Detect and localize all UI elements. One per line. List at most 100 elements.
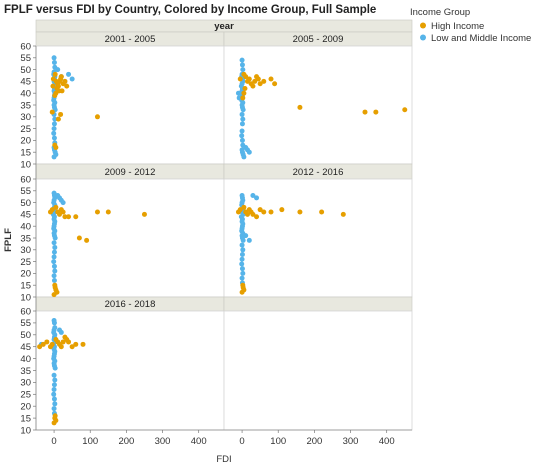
y-tick-label: 35 bbox=[20, 100, 31, 111]
data-point bbox=[240, 247, 246, 253]
data-point bbox=[51, 154, 57, 160]
data-point bbox=[58, 111, 64, 117]
data-point bbox=[246, 149, 252, 155]
data-point bbox=[50, 83, 56, 89]
y-tick-label: 10 bbox=[20, 159, 31, 170]
data-point bbox=[245, 211, 250, 217]
data-point bbox=[239, 121, 245, 127]
x-tick-label: 300 bbox=[155, 436, 171, 447]
facet-panel-background bbox=[35, 45, 225, 165]
y-tick-label: 45 bbox=[20, 210, 31, 221]
data-point bbox=[51, 249, 57, 255]
data-point bbox=[52, 93, 58, 99]
data-point bbox=[246, 76, 252, 82]
data-point bbox=[49, 109, 55, 115]
y-axis-label: FPLF bbox=[3, 228, 14, 252]
data-point bbox=[57, 211, 62, 217]
data-point bbox=[235, 90, 241, 96]
y-tick-label: 15 bbox=[20, 148, 31, 159]
data-point bbox=[51, 292, 57, 298]
data-point bbox=[58, 344, 64, 350]
data-point bbox=[319, 209, 325, 215]
data-point bbox=[80, 341, 86, 347]
y-tick-label: 40 bbox=[20, 89, 31, 100]
y-tick-label: 20 bbox=[20, 136, 31, 147]
y-tick-label: 50 bbox=[20, 330, 31, 341]
data-point bbox=[261, 209, 267, 215]
y-tick-label: 40 bbox=[20, 354, 31, 365]
y-tick-label: 40 bbox=[20, 222, 31, 233]
data-point bbox=[239, 275, 245, 281]
legend-marker-high-income bbox=[420, 22, 426, 29]
data-point bbox=[69, 344, 75, 350]
data-point bbox=[257, 81, 263, 87]
data-point bbox=[94, 114, 100, 120]
data-point bbox=[239, 289, 245, 295]
data-point bbox=[53, 78, 59, 84]
data-point bbox=[243, 233, 249, 239]
data-point bbox=[241, 154, 247, 160]
y-tick-label: 45 bbox=[20, 342, 31, 353]
data-point bbox=[51, 273, 57, 279]
x-tick-label: 400 bbox=[379, 436, 395, 447]
data-point bbox=[62, 78, 68, 84]
data-point bbox=[51, 420, 57, 426]
data-point bbox=[52, 401, 58, 407]
y-tick-label: 10 bbox=[20, 292, 31, 303]
data-point bbox=[255, 76, 261, 82]
data-point bbox=[51, 259, 57, 265]
data-point bbox=[250, 211, 256, 217]
facet-header-label: year bbox=[214, 21, 234, 32]
y-tick-label: 25 bbox=[20, 257, 31, 268]
data-point bbox=[64, 83, 70, 89]
y-tick-label: 30 bbox=[20, 245, 31, 256]
y-tick-label: 30 bbox=[20, 378, 31, 389]
y-tick-label: 10 bbox=[20, 425, 31, 436]
data-point bbox=[261, 78, 267, 84]
data-point bbox=[240, 67, 246, 73]
x-tick-label: 200 bbox=[306, 436, 322, 447]
y-tick-label: 20 bbox=[20, 402, 31, 413]
data-point bbox=[55, 116, 61, 122]
data-point bbox=[239, 62, 245, 68]
facet-strip-label: 2016 - 2018 bbox=[105, 299, 156, 310]
data-point bbox=[53, 144, 59, 150]
data-point bbox=[254, 214, 260, 220]
data-point bbox=[52, 377, 58, 383]
data-point bbox=[240, 107, 246, 113]
facet-panel-background bbox=[35, 178, 225, 298]
data-point bbox=[243, 74, 249, 80]
data-point bbox=[241, 204, 247, 210]
data-point bbox=[239, 57, 245, 63]
data-point bbox=[62, 214, 68, 220]
legend[interactable]: Income Group High Income Low and Middle … bbox=[410, 7, 531, 44]
data-point bbox=[254, 195, 260, 201]
data-point bbox=[69, 76, 75, 82]
y-tick-label: 60 bbox=[20, 174, 31, 185]
data-point bbox=[73, 341, 79, 347]
data-point bbox=[52, 116, 58, 122]
data-point bbox=[37, 344, 43, 350]
data-point bbox=[60, 339, 66, 345]
data-point bbox=[84, 237, 90, 243]
data-point bbox=[237, 76, 243, 82]
data-point bbox=[66, 339, 72, 345]
data-point bbox=[55, 67, 61, 73]
data-point bbox=[73, 214, 79, 220]
y-tick-label: 45 bbox=[20, 77, 31, 88]
chart-title: FPLF versus FDI by Country, Colored by I… bbox=[4, 4, 376, 16]
data-point bbox=[402, 107, 408, 113]
data-point bbox=[53, 204, 59, 210]
data-point bbox=[297, 209, 303, 215]
y-tick-label: 50 bbox=[20, 198, 31, 209]
facet-panel-background bbox=[223, 310, 413, 431]
data-point bbox=[51, 60, 57, 66]
data-point bbox=[58, 74, 64, 80]
data-point bbox=[240, 237, 246, 243]
x-tick-label: 0 bbox=[51, 436, 56, 447]
data-point bbox=[40, 341, 46, 347]
facet-strip bbox=[223, 296, 413, 312]
data-point bbox=[52, 268, 58, 274]
